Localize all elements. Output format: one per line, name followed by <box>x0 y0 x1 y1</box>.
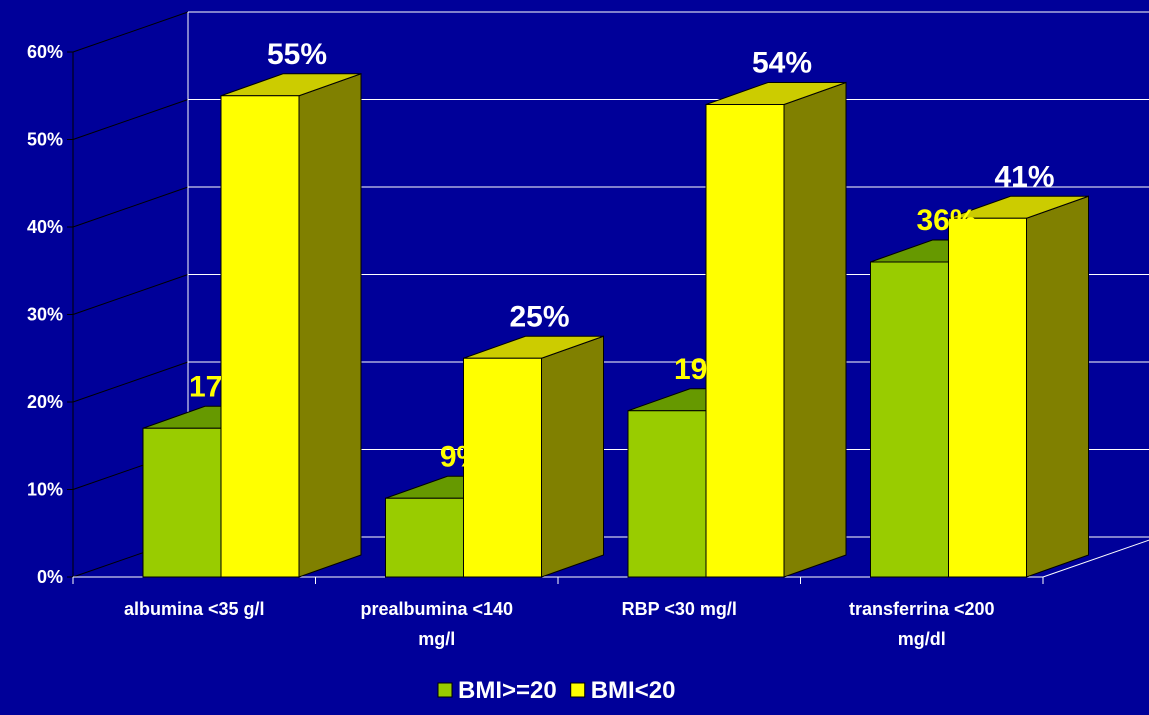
bar-front <box>220 95 300 578</box>
bar-side <box>298 73 362 578</box>
y-tick-label: 40% <box>27 217 63 237</box>
bar-front <box>705 104 785 578</box>
grid-diagonal <box>72 11 189 53</box>
floor-right-edge <box>1042 539 1149 578</box>
x-tick-label-line: transferrina <200 <box>849 599 995 619</box>
data-label: 17% <box>189 370 249 403</box>
legend-swatch <box>437 682 453 698</box>
x-tick-label-line: prealbumina <140 <box>360 599 513 619</box>
y-tick-label: 30% <box>27 305 63 325</box>
bar-side <box>541 335 604 578</box>
x-tick-label: RBP <30 mg/l <box>622 599 737 619</box>
x-tick-label-line: albumina <35 g/l <box>124 599 265 619</box>
bar-side <box>783 81 847 578</box>
bar-front <box>870 261 949 578</box>
bar-front <box>627 410 707 578</box>
x-tick-label-line: mg/dl <box>898 629 946 649</box>
y-tick-label: 10% <box>27 480 63 500</box>
x-tick-label: transferrina <200 mg/dl <box>849 599 995 649</box>
bar-side <box>1026 195 1089 578</box>
data-label: 54% <box>752 47 812 80</box>
bar-front <box>142 427 222 578</box>
data-label: 9% <box>440 440 483 473</box>
legend-swatch <box>570 682 586 698</box>
bar <box>220 73 362 578</box>
y-tick-label: 60% <box>27 42 63 62</box>
grid-diagonal <box>72 361 189 403</box>
grid-diagonal <box>72 186 189 228</box>
bar <box>705 81 847 578</box>
grid-diagonal <box>72 274 189 315</box>
y-tick-label: 20% <box>27 392 63 412</box>
y-tick-label: 50% <box>27 130 63 150</box>
bar-front <box>463 357 542 578</box>
legend-label: BMI<20 <box>591 677 676 704</box>
bar <box>948 195 1089 578</box>
bar-front <box>385 497 464 578</box>
grid-diagonal <box>72 99 189 140</box>
x-tick-label: prealbumina <140 mg/l <box>360 599 513 649</box>
bar-front <box>948 217 1027 578</box>
x-tick-label-line: mg/l <box>418 629 455 649</box>
x-tick-label-line: RBP <30 mg/l <box>622 599 737 619</box>
legend-item: BMI>=20 <box>437 677 557 704</box>
data-label: 41% <box>994 160 1054 193</box>
data-label: 25% <box>509 300 569 333</box>
data-label: 19% <box>674 353 734 386</box>
y-tick-label: 0% <box>37 567 63 587</box>
data-label: 36% <box>916 204 976 237</box>
data-label: 55% <box>267 38 327 71</box>
x-tick-label: albumina <35 g/l <box>124 599 265 619</box>
bar <box>463 335 604 578</box>
legend-label: BMI>=20 <box>458 677 557 704</box>
legend-item: BMI<20 <box>570 677 676 704</box>
